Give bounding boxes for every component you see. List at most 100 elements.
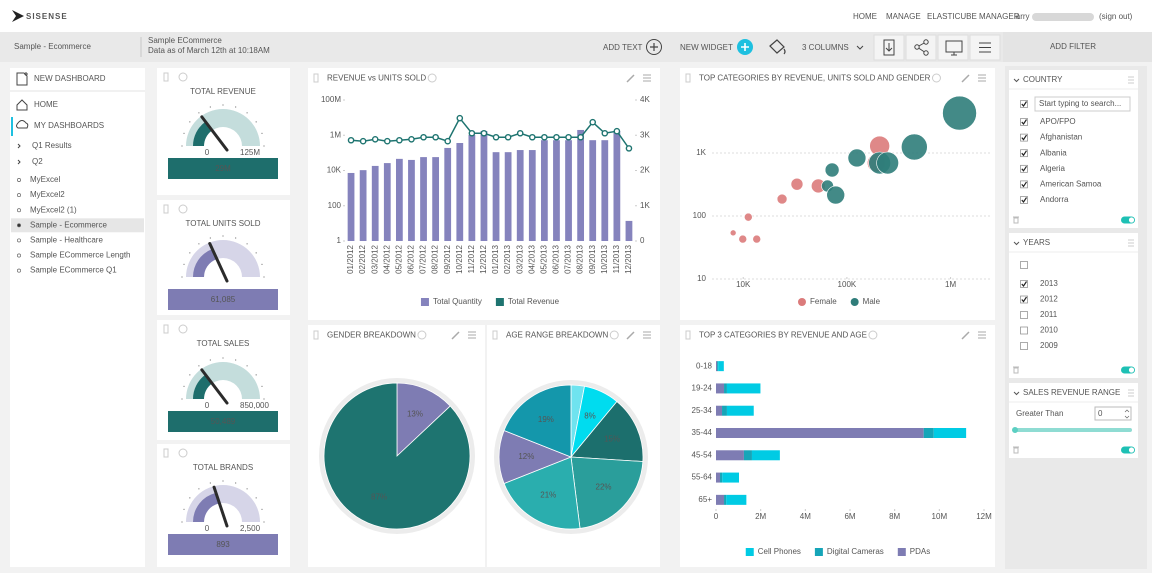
checkbox[interactable]	[1020, 180, 1028, 189]
edit-icon[interactable]	[961, 331, 970, 340]
widget-menu-icon[interactable]	[643, 74, 651, 82]
dashboard-item[interactable]: MyExcel2	[30, 190, 65, 199]
dashboard-bullet	[17, 253, 21, 258]
filter-item[interactable]: Algeria	[1040, 164, 1065, 173]
columns-button[interactable]: 3 COLUMNS	[802, 43, 849, 52]
dashboard-item[interactable]: Sample - Healthcare	[30, 236, 103, 245]
dashboard-item[interactable]: Sample - Ecommerce	[30, 220, 107, 229]
checkbox[interactable]	[1020, 196, 1028, 204]
checkbox[interactable]	[1020, 133, 1028, 142]
filter-menu-icon[interactable]	[1128, 239, 1134, 247]
filter-search[interactable]	[1034, 96, 1131, 112]
checkbox[interactable]	[1020, 342, 1028, 350]
dashboard-item[interactable]: MyExcel2 (1)	[30, 205, 77, 214]
filter-item[interactable]: 2012	[1040, 295, 1058, 304]
data-source-link[interactable]: Sample ECommerce	[148, 36, 222, 45]
nav-link[interactable]: MANAGE	[886, 12, 921, 21]
checkbox[interactable]	[1020, 326, 1028, 335]
filter-item[interactable]: APO/FPO	[1040, 117, 1076, 126]
delete-filter-icon[interactable]	[1013, 216, 1019, 224]
folder-item[interactable]: Q2	[32, 157, 43, 166]
bar-segment	[716, 472, 721, 483]
dashboard-item[interactable]: MyExcel	[30, 175, 60, 184]
nav-link[interactable]: ELASTICUBE MANAGER	[927, 12, 1020, 21]
checkbox[interactable]	[1020, 261, 1028, 269]
folder-item[interactable]: Q1 Results	[32, 141, 72, 150]
x-tick-label: 03/2012	[370, 244, 379, 273]
checkbox[interactable]	[1020, 149, 1028, 158]
x-tick-label: 0	[714, 512, 719, 521]
delete-filter-icon[interactable]	[1013, 366, 1019, 374]
filter-slider-handle[interactable]	[1012, 427, 1018, 433]
bar-segment	[722, 405, 727, 416]
dashboard-item[interactable]: Sample ECommerce Q1	[30, 266, 117, 275]
bar-segment	[726, 405, 754, 416]
nav-link[interactable]: HOME	[853, 12, 877, 21]
checkbox[interactable]	[1020, 295, 1028, 304]
line-marker	[625, 145, 633, 152]
filter-collapse-icon[interactable]	[1013, 391, 1020, 396]
checkbox[interactable]	[1020, 100, 1028, 108]
filter-collapse-icon[interactable]	[1013, 241, 1020, 246]
widget-menu-icon[interactable]	[978, 331, 986, 339]
filter-item[interactable]: Andorra	[1040, 195, 1069, 204]
gauge-tick	[198, 243, 200, 245]
checkbox[interactable]	[1020, 164, 1028, 173]
x-tick-label: 09/2013	[588, 244, 597, 273]
edit-icon[interactable]	[626, 74, 635, 83]
filter-item[interactable]: Afghanistan	[1040, 133, 1082, 142]
edit-icon[interactable]	[451, 331, 460, 340]
dashboard-bullet	[17, 178, 21, 182]
checkbox[interactable]	[1020, 118, 1028, 126]
widget-menu-icon[interactable]	[643, 331, 651, 339]
kpi-title: TOTAL SALES	[197, 339, 250, 348]
sign-out-link[interactable]: (sign out)	[1099, 12, 1133, 21]
filter-item[interactable]: 2013	[1040, 279, 1058, 288]
x-tick-label: 10/2012	[455, 244, 464, 273]
widget-menu-icon[interactable]	[978, 74, 986, 82]
my-dashboards-link[interactable]: MY DASHBOARDS	[34, 121, 104, 130]
bar-segment	[724, 383, 727, 394]
menu-icon	[979, 42, 991, 53]
checkbox[interactable]	[1020, 311, 1028, 319]
filter-item[interactable]: 2010	[1040, 326, 1058, 335]
home-link[interactable]: HOME	[34, 100, 58, 109]
y-tick-label: 35-44	[692, 428, 713, 437]
bar	[553, 140, 560, 241]
filter-input[interactable]	[1094, 406, 1132, 421]
add-filter-button[interactable]: ADD FILTER	[1050, 42, 1096, 51]
delete-filter-icon[interactable]	[1013, 446, 1019, 454]
dashboard-item[interactable]: Sample ECommerce Length	[30, 251, 131, 260]
add-text-icon[interactable]	[646, 39, 662, 55]
present-button[interactable]	[937, 34, 969, 61]
edit-icon[interactable]	[626, 331, 635, 340]
present-icon	[945, 40, 963, 56]
filter-item[interactable]: 2009	[1040, 341, 1058, 350]
info-icon	[178, 324, 188, 334]
bubble	[729, 229, 737, 237]
filter-menu-icon[interactable]	[1128, 76, 1134, 84]
y-tick-label: 25-34	[692, 406, 713, 415]
export-button[interactable]	[873, 34, 905, 61]
new-widget-button[interactable]: NEW WIDGET	[680, 43, 733, 52]
bar	[528, 150, 536, 241]
theme-icon[interactable]	[769, 39, 786, 55]
filter-item[interactable]: Albania	[1040, 148, 1067, 157]
pie-slice	[503, 456, 581, 530]
checkbox[interactable]	[1020, 280, 1028, 288]
filter-item[interactable]: American Samoa	[1040, 180, 1102, 189]
gauge-tick	[263, 521, 265, 523]
filter-input-value: 0	[1098, 409, 1103, 418]
bar	[577, 129, 585, 241]
my-dashboards-icon	[16, 120, 29, 129]
edit-icon[interactable]	[961, 74, 970, 83]
filter-slider[interactable]	[1014, 428, 1132, 432]
widget-menu-icon[interactable]	[468, 331, 476, 339]
new-dashboard-button[interactable]: NEW DASHBOARD	[34, 74, 106, 83]
add-text-button[interactable]: ADD TEXT	[603, 43, 643, 52]
share-button[interactable]	[905, 34, 937, 61]
filter-collapse-icon[interactable]	[1013, 78, 1020, 83]
filter-menu-icon[interactable]	[1128, 389, 1134, 397]
filter-item[interactable]: 2011	[1040, 310, 1058, 319]
gauge-tick	[235, 359, 237, 361]
